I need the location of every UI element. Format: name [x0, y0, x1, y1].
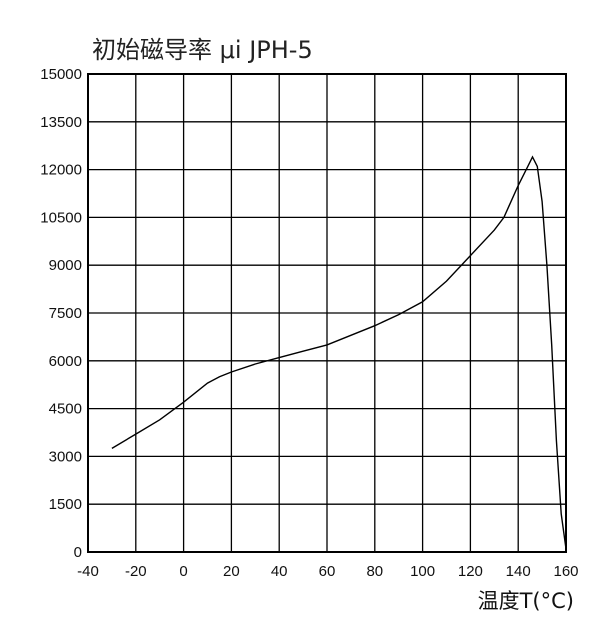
plot-area	[87, 73, 567, 553]
y-tick-label: 12000	[40, 162, 82, 179]
series-line-permeability	[111, 155, 567, 549]
x-axis-ticks: -40 -20 0 20 40 60 80 100 120 140 160	[77, 563, 578, 580]
y-tick-label: 0	[74, 544, 82, 561]
x-tick-label: 120	[458, 563, 483, 580]
x-tick-label: 40	[271, 563, 288, 580]
y-tick-label: 9000	[49, 257, 82, 274]
y-tick-label: 10500	[40, 209, 82, 226]
y-tick-label: 15000	[40, 66, 82, 83]
chart-title: 初始磁导率 μi JPH-5	[92, 36, 313, 64]
x-axis-label: 温度T(°C)	[478, 589, 574, 613]
y-tick-label: 1500	[49, 496, 82, 513]
y-axis-ticks: 0 1500 3000 4500 6000 7500 9000 10500 12000 13500…	[40, 66, 82, 561]
y-tick-label: 6000	[49, 353, 82, 370]
y-tick-label: 4500	[49, 401, 82, 418]
x-tick-label: 100	[410, 563, 435, 580]
grid	[88, 74, 566, 552]
y-tick-label: 7500	[49, 305, 82, 322]
x-tick-label: 140	[506, 563, 531, 580]
x-tick-label: 80	[366, 563, 383, 580]
x-tick-label: -20	[125, 563, 147, 580]
x-tick-label: 0	[179, 563, 187, 580]
y-tick-label: 13500	[40, 114, 82, 131]
x-tick-label: -40	[77, 563, 99, 580]
x-tick-label: 60	[319, 563, 336, 580]
x-tick-label: 20	[223, 563, 240, 580]
y-tick-label: 3000	[49, 448, 82, 465]
x-tick-label: 160	[553, 563, 578, 580]
